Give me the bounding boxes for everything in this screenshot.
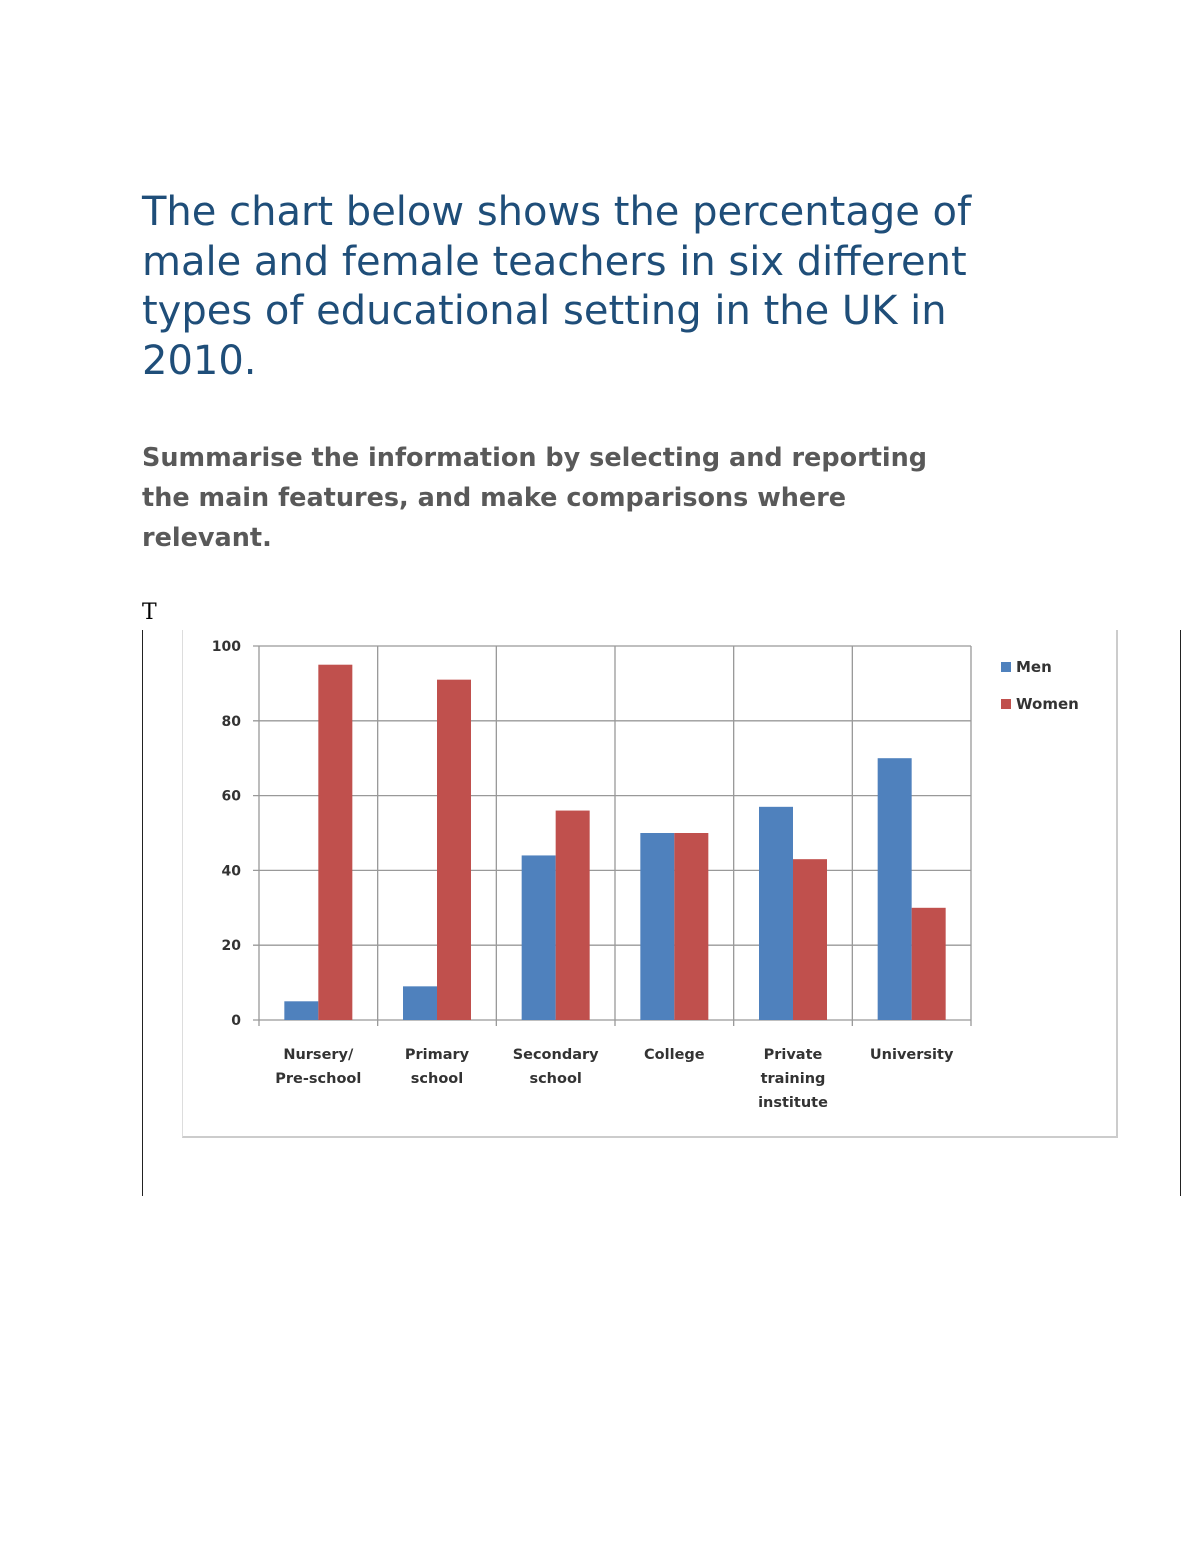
instruction-line: relevant.: [142, 523, 272, 553]
instruction-line: the main features, and make comparisons …: [142, 483, 847, 513]
y-tick-label: 60: [222, 789, 242, 805]
legend-label: Men: [1016, 658, 1052, 676]
legend-swatch-men: [1001, 662, 1011, 672]
table-border-right: [1180, 630, 1181, 1196]
x-category-label: training: [761, 1071, 826, 1087]
x-category-label: Secondary: [513, 1047, 599, 1063]
x-category-label: College: [644, 1047, 705, 1063]
x-category-label: school: [411, 1071, 463, 1087]
x-category-label: Private: [764, 1047, 823, 1063]
y-tick-label: 80: [222, 714, 242, 730]
x-category-label: University: [870, 1047, 954, 1063]
title-line: 2010.: [142, 337, 257, 384]
bar-women: [793, 859, 827, 1020]
x-category-label: school: [529, 1071, 581, 1087]
y-tick-label: 0: [231, 1013, 241, 1029]
bar-chart: 0 20 40 60 80 100 Men Women Nursery/Pre-school Pr…: [212, 639, 1079, 1111]
bar-women: [318, 664, 353, 1020]
title-line: male and female teachers in six differen…: [142, 238, 967, 285]
table-border-left: [142, 630, 143, 1196]
prompt-title: The chart below shows the percentage of …: [142, 188, 971, 386]
bar-women: [911, 907, 946, 1020]
title-line: types of educational setting in the UK i…: [142, 288, 947, 334]
task-instruction: Summarise the information by selecting a…: [142, 438, 927, 558]
bar-women: [437, 679, 471, 1020]
bar-men: [877, 758, 912, 1020]
y-tick-label: 40: [222, 863, 242, 879]
bar-men: [521, 855, 556, 1020]
bar-men: [759, 806, 793, 1020]
bar-men: [640, 833, 675, 1020]
title-line: The chart below shows the percentage of: [142, 189, 972, 235]
legend-label: Women: [1016, 695, 1079, 713]
bar-men: [403, 986, 437, 1020]
chart-image: 0 20 40 60 80 100 Men Women Nursery/Pre-school Pr…: [182, 630, 1118, 1138]
x-category-label: Nursery/: [283, 1047, 354, 1063]
y-tick-label: 20: [222, 938, 242, 954]
legend-swatch-women: [1001, 699, 1011, 709]
x-category-label: Primary: [405, 1047, 470, 1063]
stray-text: T: [142, 600, 157, 625]
bar-women: [555, 810, 590, 1020]
bar-men: [284, 1001, 319, 1020]
y-tick-label: 100: [212, 639, 241, 655]
bar-women: [674, 833, 709, 1020]
x-category-label: institute: [758, 1095, 828, 1111]
instruction-line: Summarise the information by selecting a…: [142, 443, 928, 473]
x-category-label: Pre-school: [275, 1071, 361, 1087]
